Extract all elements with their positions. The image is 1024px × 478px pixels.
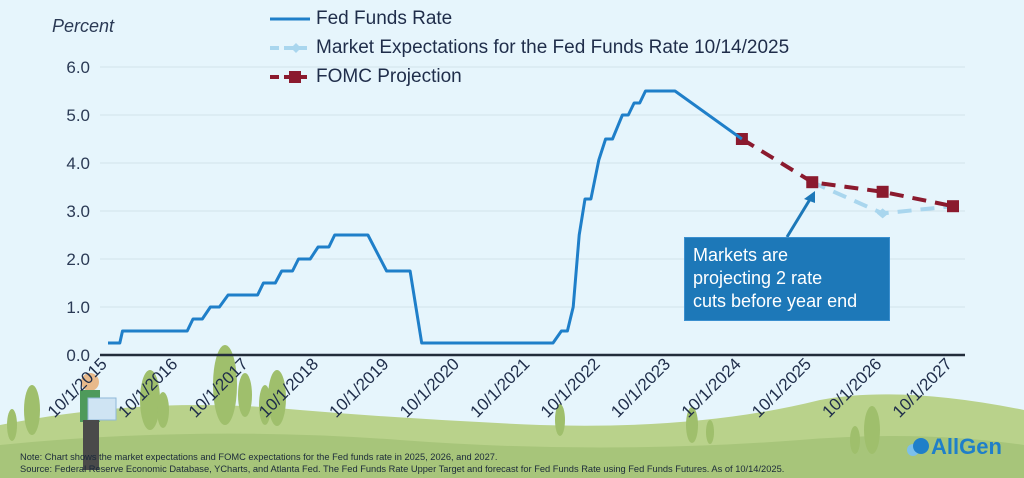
legend-swatch-solid	[270, 17, 310, 21]
legend-label: Fed Funds Rate	[316, 8, 453, 29]
cloud-icon	[907, 438, 929, 456]
footnote-note: Note: Chart shows the market expectation…	[20, 452, 498, 462]
fomc-point-marker	[876, 185, 889, 198]
annotation-callout: Markets are projecting 2 rate cuts befor…	[684, 237, 890, 321]
fomc-point-marker	[806, 176, 819, 189]
legend-swatch-dashed-square	[270, 71, 310, 83]
x-tick-label: 10/1/2020	[396, 354, 463, 421]
annotation-arrowhead	[804, 191, 815, 203]
annotation-line: projecting 2 rate	[693, 268, 823, 288]
x-tick-label: 10/1/2019	[326, 354, 393, 421]
logo-text: AllGen	[931, 434, 1002, 459]
x-tick-label: 10/1/2024	[678, 354, 745, 421]
hiker-illustration	[80, 373, 117, 470]
y-tick-label: 1.0	[66, 298, 90, 317]
series-line-0	[108, 89, 743, 345]
y-tick-label: 6.0	[66, 58, 90, 77]
y-tick-label: 0.0	[66, 346, 90, 365]
x-tick-label: 10/1/2022	[537, 354, 604, 421]
legend-swatch-dashed-diamond	[270, 43, 310, 53]
y-tick-label: 4.0	[66, 154, 90, 173]
allgen-logo: AllGen	[905, 434, 1002, 460]
annotation-line: Markets are	[693, 245, 789, 265]
x-tick-label: 10/1/2023	[607, 354, 674, 421]
legend-item-fomc: FOMC Projection	[270, 66, 462, 88]
footnote-source: Source: Federal Reserve Economic Databas…	[20, 464, 785, 474]
legend-item-fed-funds: Fed Funds Rate	[270, 8, 452, 30]
series-line-2	[740, 137, 954, 209]
y-tick-label: 5.0	[66, 106, 90, 125]
legend-label: Market Expectations for the Fed Funds Ra…	[316, 37, 790, 58]
legend-item-market-expectations: Market Expectations for the Fed Funds Ra…	[270, 37, 789, 59]
y-tick-label: 2.0	[66, 250, 90, 269]
market-point-marker	[876, 208, 889, 219]
legend-label: FOMC Projection	[316, 66, 462, 87]
fomc-point-marker	[947, 200, 959, 213]
annotation-arrow	[785, 195, 814, 238]
landscape-background	[0, 345, 1024, 478]
y-tick-label: 3.0	[66, 202, 90, 221]
y-axis-label: Percent	[52, 16, 115, 36]
x-tick-label: 10/1/2021	[467, 354, 534, 421]
annotation-line: cuts before year end	[693, 291, 858, 311]
